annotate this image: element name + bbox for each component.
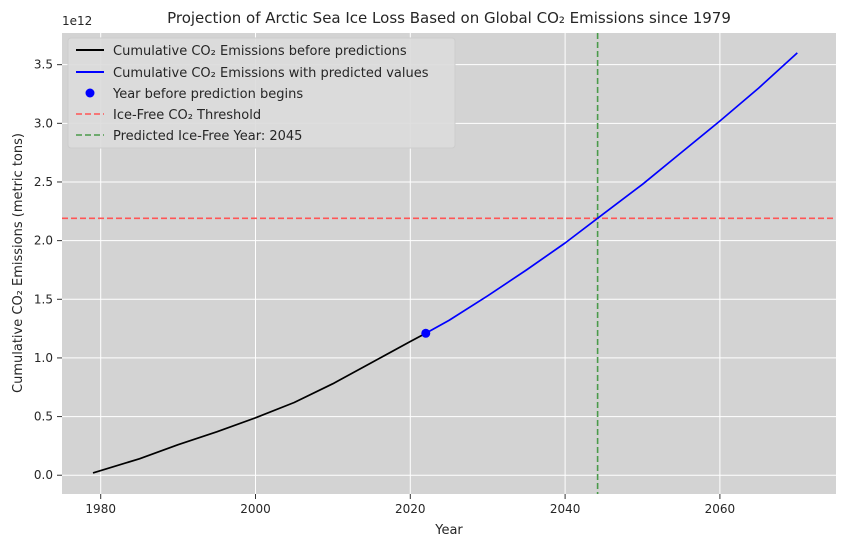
y-tick-label: 1.5 xyxy=(34,292,53,306)
series-layer xyxy=(92,52,798,474)
marker-layer xyxy=(421,328,431,338)
y-axis-label: Cumulative CO₂ Emissions (metric tons) xyxy=(11,133,26,393)
y-tick-label: 3.5 xyxy=(34,58,53,72)
x-tick-label: 2040 xyxy=(550,502,581,516)
legend: Cumulative CO₂ Emissions before predicti… xyxy=(67,37,456,149)
legend-label-marker: Year before prediction begins xyxy=(112,87,303,102)
y-tick-label: 0.5 xyxy=(34,410,53,424)
y-tick-label: 2.0 xyxy=(34,234,53,248)
x-tick-label: 1980 xyxy=(85,502,116,516)
y-tick-label: 1.0 xyxy=(34,351,53,365)
y-tick-label: 0.0 xyxy=(34,468,53,482)
y-offset-label: 1e12 xyxy=(62,14,92,28)
y-tick-label: 3.0 xyxy=(34,116,53,130)
legend-swatch-marker xyxy=(85,88,95,98)
legend-label-before: Cumulative CO₂ Emissions before predicti… xyxy=(113,44,407,59)
reference-lines xyxy=(62,33,836,494)
prediction-start-point xyxy=(421,328,431,338)
chart-title: Projection of Arctic Sea Ice Loss Based … xyxy=(167,9,731,27)
legend-label-icefree-year: Predicted Ice-Free Year: 2045 xyxy=(113,129,302,144)
legend-label-threshold: Ice-Free CO₂ Threshold xyxy=(113,108,261,123)
x-axis-label: Year xyxy=(434,523,463,538)
legend-box xyxy=(67,37,456,149)
legend-label-predicted: Cumulative CO₂ Emissions with predicted … xyxy=(113,66,429,81)
x-axis-ticks: 1980 2000 2020 2040 2060 xyxy=(85,494,735,516)
x-tick-label: 2000 xyxy=(240,502,271,516)
y-tick-label: 2.5 xyxy=(34,175,53,189)
x-tick-label: 2020 xyxy=(395,502,426,516)
y-axis-ticks: 0.0 0.5 1.0 1.5 2.0 2.5 3.0 3.5 xyxy=(34,58,62,482)
series-line-predicted xyxy=(425,52,798,335)
x-tick-label: 2060 xyxy=(705,502,736,516)
series-line-before-predictions xyxy=(92,332,427,474)
